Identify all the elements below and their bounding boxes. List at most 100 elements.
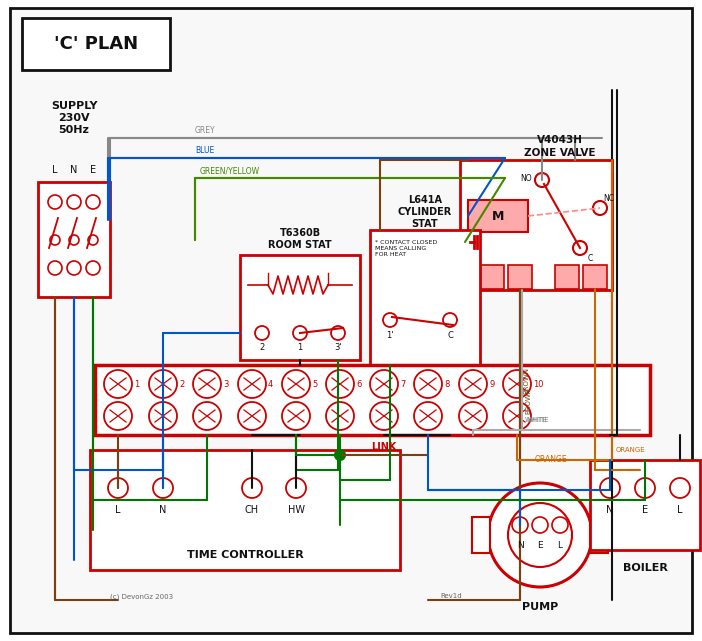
Text: N: N — [517, 540, 524, 549]
Circle shape — [69, 235, 79, 245]
Circle shape — [331, 326, 345, 340]
Text: NC: NC — [603, 194, 614, 203]
Circle shape — [149, 402, 177, 430]
Circle shape — [193, 402, 221, 430]
Circle shape — [326, 402, 354, 430]
Text: L: L — [52, 165, 58, 175]
Bar — [480, 265, 504, 289]
Circle shape — [104, 370, 132, 398]
Text: N: N — [159, 505, 166, 515]
Text: BLUE: BLUE — [195, 146, 214, 155]
Text: 3': 3' — [334, 342, 342, 351]
Text: L641A: L641A — [408, 195, 442, 205]
Circle shape — [255, 326, 269, 340]
Circle shape — [88, 235, 98, 245]
Text: ORANGE: ORANGE — [535, 455, 568, 464]
Text: ROOM STAT: ROOM STAT — [268, 240, 332, 250]
Bar — [508, 265, 532, 289]
Circle shape — [48, 195, 62, 209]
Bar — [472, 517, 490, 553]
Text: 2: 2 — [259, 342, 265, 351]
Text: CYLINDER: CYLINDER — [398, 207, 452, 217]
Text: 4: 4 — [268, 379, 273, 388]
Circle shape — [86, 261, 100, 275]
Text: PUMP: PUMP — [522, 602, 558, 612]
Text: GREY: GREY — [195, 126, 216, 135]
Text: E: E — [537, 540, 543, 549]
Text: 9: 9 — [489, 379, 494, 388]
Circle shape — [593, 201, 607, 215]
Circle shape — [443, 313, 457, 327]
Bar — [95, 365, 650, 435]
Circle shape — [238, 370, 266, 398]
Text: E: E — [642, 505, 648, 515]
Text: BROWN: BROWN — [525, 387, 531, 413]
Circle shape — [573, 241, 587, 255]
Circle shape — [370, 402, 398, 430]
Text: 'C' PLAN: 'C' PLAN — [54, 35, 138, 53]
Text: 1: 1 — [298, 342, 303, 351]
Text: (c) DevonGz 2003: (c) DevonGz 2003 — [110, 593, 173, 599]
Circle shape — [508, 503, 572, 567]
Circle shape — [370, 370, 398, 398]
Text: C: C — [447, 331, 453, 340]
Circle shape — [153, 478, 173, 498]
Text: 1': 1' — [386, 331, 394, 340]
Text: * CONTACT CLOSED
MEANS CALLING
FOR HEAT: * CONTACT CLOSED MEANS CALLING FOR HEAT — [375, 240, 437, 256]
Bar — [90, 450, 400, 570]
Text: L: L — [115, 505, 121, 515]
Circle shape — [600, 478, 620, 498]
Circle shape — [286, 478, 306, 498]
Text: SUPPLY
230V
50Hz: SUPPLY 230V 50Hz — [51, 101, 98, 135]
Bar — [583, 265, 607, 289]
Text: WHITE: WHITE — [527, 417, 550, 423]
Text: E: E — [90, 165, 96, 175]
Bar — [370, 230, 480, 365]
Circle shape — [383, 313, 397, 327]
Circle shape — [503, 370, 531, 398]
Text: V4043H: V4043H — [537, 135, 583, 145]
Text: L: L — [557, 540, 562, 549]
Circle shape — [635, 478, 655, 498]
Text: CH: CH — [245, 505, 259, 515]
Text: HW: HW — [288, 505, 305, 515]
Text: L: L — [677, 505, 683, 515]
Circle shape — [282, 370, 310, 398]
Bar — [38, 182, 110, 297]
Circle shape — [488, 483, 592, 587]
Text: WHITE: WHITE — [525, 417, 548, 423]
Text: BROWN: BROWN — [523, 367, 529, 394]
Text: BOILER: BOILER — [623, 563, 668, 573]
Circle shape — [86, 195, 100, 209]
Circle shape — [503, 402, 531, 430]
Text: ORANGE: ORANGE — [616, 447, 646, 453]
Text: N: N — [607, 505, 614, 515]
Circle shape — [512, 517, 528, 533]
Text: 7: 7 — [400, 379, 405, 388]
Text: M: M — [492, 210, 504, 222]
Text: GREEN/YELLOW: GREEN/YELLOW — [200, 166, 260, 175]
Text: 5: 5 — [312, 379, 317, 388]
Circle shape — [238, 402, 266, 430]
Text: 3: 3 — [223, 379, 228, 388]
Bar — [468, 200, 528, 232]
Circle shape — [552, 517, 568, 533]
Text: 10: 10 — [533, 379, 543, 388]
Circle shape — [50, 235, 60, 245]
Circle shape — [460, 237, 470, 247]
Circle shape — [459, 370, 487, 398]
Circle shape — [414, 402, 442, 430]
Text: LINK: LINK — [371, 442, 397, 452]
Circle shape — [108, 478, 128, 498]
Circle shape — [104, 402, 132, 430]
Circle shape — [242, 478, 262, 498]
Circle shape — [532, 517, 548, 533]
Circle shape — [670, 478, 690, 498]
Circle shape — [193, 370, 221, 398]
Text: 1: 1 — [134, 379, 139, 388]
Text: T6360B: T6360B — [279, 228, 321, 238]
Text: 2: 2 — [179, 379, 184, 388]
Text: ZONE VALVE: ZONE VALVE — [524, 148, 596, 158]
Text: N: N — [70, 165, 78, 175]
Circle shape — [326, 370, 354, 398]
